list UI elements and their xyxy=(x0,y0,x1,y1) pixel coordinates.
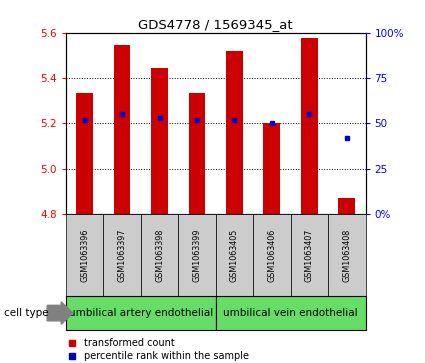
Bar xyxy=(215,296,366,330)
Text: umbilical vein endothelial: umbilical vein endothelial xyxy=(223,308,358,318)
Bar xyxy=(328,214,366,296)
Text: GSM1063406: GSM1063406 xyxy=(267,228,276,282)
Bar xyxy=(226,51,243,214)
Text: GSM1063396: GSM1063396 xyxy=(80,228,89,282)
Bar xyxy=(291,214,328,296)
Bar xyxy=(66,214,103,296)
Bar xyxy=(178,214,215,296)
Bar xyxy=(66,296,215,330)
Text: GSM1063407: GSM1063407 xyxy=(305,228,314,282)
Text: GSM1063405: GSM1063405 xyxy=(230,228,239,282)
Text: GSM1063408: GSM1063408 xyxy=(342,228,351,282)
Bar xyxy=(141,214,178,296)
Text: transformed count: transformed count xyxy=(84,338,175,348)
Text: GSM1063397: GSM1063397 xyxy=(118,228,127,282)
Text: cell type: cell type xyxy=(4,308,49,318)
Bar xyxy=(151,68,168,214)
Bar xyxy=(264,123,280,214)
Bar xyxy=(338,198,355,214)
Text: GSM1063399: GSM1063399 xyxy=(193,228,201,282)
FancyArrow shape xyxy=(47,302,73,324)
Bar xyxy=(76,93,93,214)
Title: GDS4778 / 1569345_at: GDS4778 / 1569345_at xyxy=(139,19,293,32)
Text: GSM1063398: GSM1063398 xyxy=(155,228,164,282)
Bar xyxy=(253,214,291,296)
Bar xyxy=(301,38,318,214)
Text: percentile rank within the sample: percentile rank within the sample xyxy=(84,351,249,361)
Text: umbilical artery endothelial: umbilical artery endothelial xyxy=(69,308,213,318)
Bar xyxy=(103,214,141,296)
Bar xyxy=(189,93,205,214)
Bar xyxy=(215,214,253,296)
Bar xyxy=(113,45,130,214)
